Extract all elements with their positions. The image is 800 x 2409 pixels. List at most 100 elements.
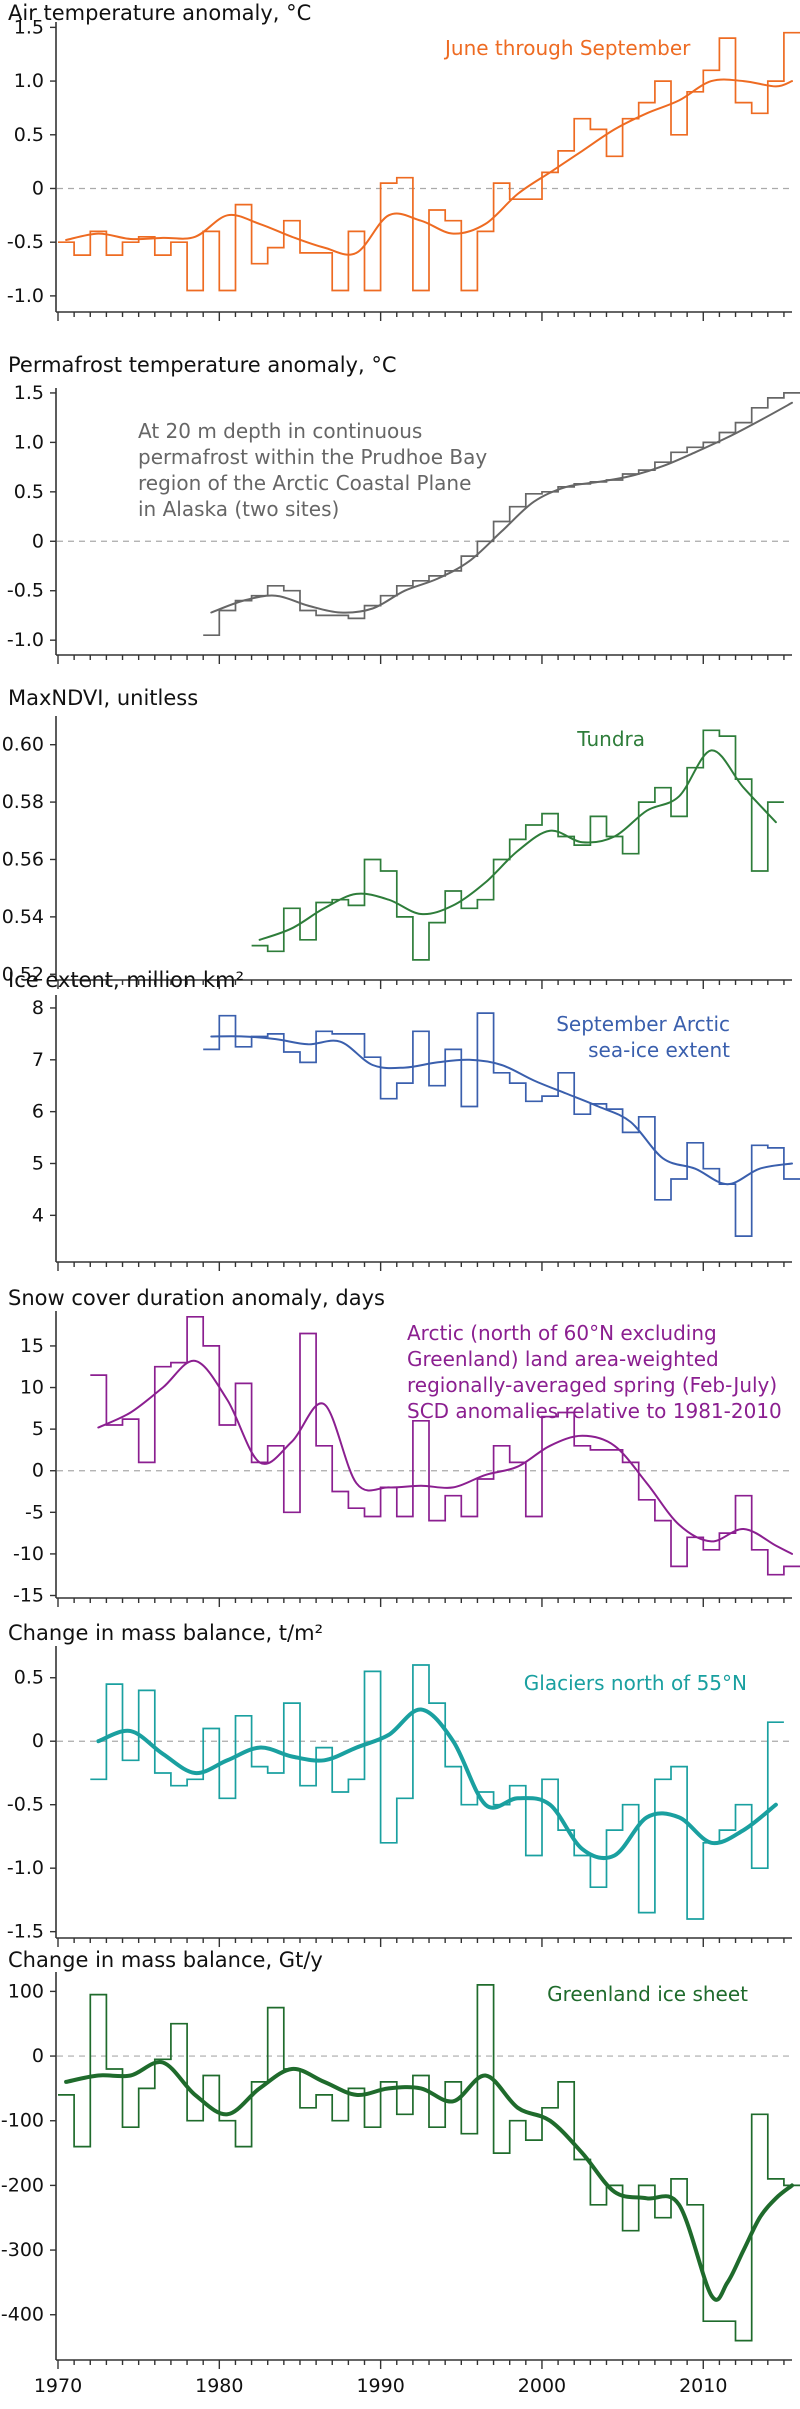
data-point — [693, 445, 698, 450]
data-point — [757, 2112, 762, 2117]
data-point — [193, 1314, 198, 1319]
data-point — [757, 405, 762, 410]
data-point — [435, 1518, 440, 1523]
data-point — [499, 857, 504, 862]
data-point — [515, 837, 520, 842]
data-point — [660, 460, 665, 465]
y-tick-label: 0.5 — [14, 481, 44, 503]
series-annual-step — [58, 31, 800, 292]
data-point — [289, 1701, 294, 1706]
data-point — [709, 1166, 714, 1171]
data-point — [677, 132, 682, 137]
data-point — [548, 1777, 553, 1782]
data-point — [289, 1510, 294, 1515]
y-tick-label: 6 — [32, 1101, 44, 1123]
x-tick-label: 1980 — [195, 2375, 243, 2397]
data-point — [273, 1031, 278, 1036]
data-point — [338, 1031, 343, 1036]
data-point — [644, 1910, 649, 1915]
data-point — [128, 240, 133, 245]
data-point — [790, 1564, 795, 1569]
data-point — [548, 811, 553, 816]
data-point — [386, 1840, 391, 1845]
data-point — [757, 1547, 762, 1552]
y-tick-label: -400 — [1, 2304, 44, 2326]
data-point — [677, 1764, 682, 1769]
x-tick-label: 2010 — [679, 2375, 727, 2397]
data-point — [580, 1443, 585, 1448]
y-tick-label: 0.56 — [2, 848, 44, 870]
data-point — [386, 868, 391, 873]
data-point — [467, 1104, 472, 1109]
data-point — [322, 1443, 327, 1448]
panel-title: Permafrost temperature anomaly, °C — [8, 353, 397, 377]
data-point — [354, 1031, 359, 1036]
data-point — [322, 1029, 327, 1034]
data-point — [225, 1796, 230, 1801]
y-tick-label: -200 — [1, 2174, 44, 2196]
data-point — [773, 2176, 778, 2181]
data-point — [757, 868, 762, 873]
data-point — [225, 1422, 230, 1427]
y-tick-label: -1.0 — [7, 285, 44, 307]
series-smoothed-line — [96, 1707, 778, 1861]
data-point — [386, 2079, 391, 2084]
data-point — [660, 1518, 665, 1523]
data-point — [160, 1364, 165, 1369]
data-point — [402, 1081, 407, 1086]
data-point — [96, 1373, 101, 1378]
panel-annotation: SCD anomalies relative to 1981-2010 — [407, 1399, 782, 1423]
data-point — [144, 1688, 149, 1693]
panel-annotation: region of the Arctic Coastal Plane — [138, 471, 471, 495]
data-point — [306, 1060, 311, 1065]
data-point — [144, 1460, 149, 1465]
y-tick-label: 0.58 — [2, 791, 44, 813]
panel-ndvi: MaxNDVI, unitless 0.52 0.54 0.56 0.58 0.60 Tun… — [2, 686, 792, 989]
data-point — [596, 127, 601, 132]
data-point — [596, 1885, 601, 1890]
data-point — [515, 1783, 520, 1788]
data-point — [757, 1866, 762, 1871]
data-point — [483, 539, 488, 544]
data-point — [580, 1853, 585, 1858]
data-point — [628, 851, 633, 856]
series-smoothed-line — [65, 78, 793, 256]
data-point — [257, 943, 262, 948]
data-point — [354, 2086, 359, 2091]
data-point — [435, 1701, 440, 1706]
data-point — [483, 1011, 488, 1016]
data-point — [418, 288, 423, 293]
data-point — [306, 1331, 311, 1336]
data-point — [660, 1777, 665, 1782]
y-tick-label: 1.0 — [14, 431, 44, 453]
data-point — [435, 2125, 440, 2130]
data-point — [306, 250, 311, 255]
data-point — [160, 1770, 165, 1775]
data-point — [467, 2131, 472, 2136]
data-point — [564, 1070, 569, 1075]
data-point — [112, 2067, 117, 2072]
y-tick-label: -0.5 — [7, 1794, 44, 1816]
data-point — [322, 250, 327, 255]
data-point — [451, 889, 456, 894]
y-tick-label: 0 — [32, 2045, 44, 2067]
data-point — [644, 100, 649, 105]
series-annual-step — [251, 729, 784, 961]
y-tick-label: 100 — [8, 1980, 44, 2002]
data-point — [644, 800, 649, 805]
data-point — [693, 2202, 698, 2207]
data-point — [725, 36, 730, 41]
series-annual-step — [90, 1664, 784, 1920]
data-point — [386, 1096, 391, 1101]
data-point — [370, 1514, 375, 1519]
data-point — [273, 2005, 278, 2010]
data-point — [193, 2118, 198, 2123]
data-point — [483, 229, 488, 234]
data-point — [225, 288, 230, 293]
y-tick-label: 1.5 — [14, 382, 44, 404]
y-tick-label: 0 — [32, 177, 44, 199]
data-point — [128, 1417, 133, 1422]
data-point — [418, 2073, 423, 2078]
data-point — [515, 197, 520, 202]
panel-annotation: June through September — [443, 36, 691, 60]
